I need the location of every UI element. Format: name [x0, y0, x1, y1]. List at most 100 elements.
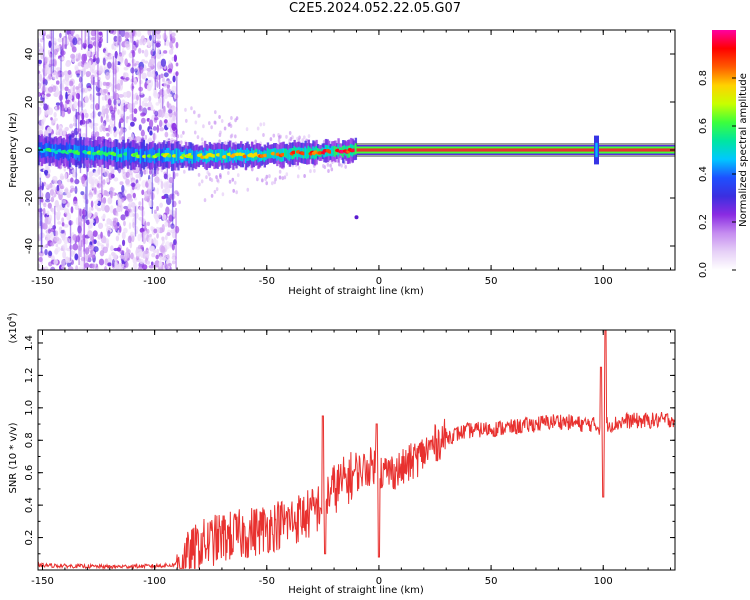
sparse-speck — [184, 107, 187, 112]
noise-speck — [85, 238, 89, 245]
noise-speck — [108, 254, 112, 261]
band-mid — [266, 147, 270, 159]
sparse-speck — [214, 120, 217, 125]
noise-speck — [154, 260, 160, 268]
sparse-speck — [218, 115, 221, 120]
noise-speck — [44, 56, 47, 66]
sparse-speck — [273, 180, 277, 185]
noise-speck — [172, 114, 176, 122]
noise-speck — [39, 45, 44, 54]
noise-speck — [67, 237, 70, 244]
noise-speck — [50, 207, 54, 213]
x-tick-label: -50 — [259, 276, 275, 287]
sparse-speck — [265, 174, 269, 179]
sparse-speck — [194, 120, 198, 125]
noise-speck — [60, 229, 65, 234]
y-tick-label: 0 — [24, 147, 35, 153]
band-mid — [307, 145, 310, 159]
noise-speck — [50, 242, 55, 247]
snr-scale-label: (x104) — [6, 312, 19, 343]
sparse-speck — [218, 139, 221, 144]
noise-speck — [148, 264, 155, 269]
noise-speck — [167, 93, 172, 98]
noise-speck — [64, 86, 69, 92]
noise-speck — [119, 254, 125, 259]
noise-speck — [166, 122, 170, 129]
noise-speck — [122, 72, 126, 79]
x-tick-label: -50 — [259, 576, 275, 587]
noise-speck — [145, 170, 149, 175]
sparse-speck — [269, 137, 273, 142]
noise-speck — [48, 86, 54, 93]
noise-speck — [138, 173, 142, 182]
noise-speck — [124, 40, 130, 48]
noise-speck — [63, 224, 69, 228]
noise-speck — [107, 262, 112, 267]
noise-speck — [103, 265, 108, 270]
noise-speck — [59, 32, 62, 38]
noise-speck — [54, 230, 59, 237]
noise-speck — [45, 198, 51, 203]
noise-speck — [85, 219, 90, 226]
noise-speck — [156, 33, 161, 40]
noise-speck — [91, 254, 95, 259]
noise-speck — [104, 108, 109, 115]
noise-speck — [93, 239, 97, 245]
noise-speck — [91, 68, 95, 74]
noise-speck — [138, 124, 142, 131]
noise-speck — [74, 204, 80, 211]
noise-speck — [150, 104, 154, 112]
y-tick-label: 0.4 — [24, 497, 35, 513]
noise-speck — [62, 199, 66, 204]
noise-speck — [171, 260, 176, 265]
noise-speck — [126, 116, 130, 120]
noise-speck — [140, 244, 144, 250]
noise-speck — [148, 233, 152, 238]
noise-speck — [105, 81, 110, 87]
noise-speck — [144, 49, 149, 58]
noise-speck — [50, 117, 53, 121]
noise-speck — [61, 233, 66, 241]
noise-speck — [153, 209, 157, 214]
noise-speck — [87, 230, 93, 237]
noise-speck — [84, 95, 89, 104]
noise-speck — [120, 78, 123, 86]
noise-speck — [141, 264, 148, 270]
noise-speck — [70, 177, 74, 183]
noise-speck — [130, 37, 133, 43]
noise-speck — [134, 100, 139, 105]
noise-speck — [43, 202, 47, 208]
noise-speck — [146, 221, 150, 227]
noise-speck — [80, 86, 86, 95]
y-tick-label: 0.8 — [24, 432, 35, 448]
band-mid — [141, 148, 144, 162]
x-tick-label: 50 — [485, 576, 498, 587]
band-mid — [332, 145, 336, 156]
noise-speck — [150, 261, 154, 266]
noise-speck — [141, 49, 145, 54]
stable-line-core — [356, 148, 675, 152]
noise-speck — [140, 117, 146, 124]
noise-speck — [149, 58, 155, 67]
noise-speck — [175, 41, 179, 49]
noise-speck — [171, 85, 177, 94]
band-mid — [126, 146, 130, 162]
noise-speck — [133, 108, 138, 114]
x-tick-label: -100 — [143, 276, 166, 287]
sparse-speck — [230, 115, 233, 120]
snr-y-label: SNR (10 * v/v) — [8, 422, 19, 493]
noise-speck — [44, 169, 49, 175]
noise-speck — [94, 211, 98, 217]
noise-speck — [39, 100, 44, 107]
band-mid — [116, 147, 119, 163]
noise-speck — [88, 207, 92, 211]
band-mid — [268, 149, 271, 159]
band-mid — [354, 143, 358, 155]
noise-speck — [161, 195, 166, 200]
noise-speck — [125, 171, 130, 178]
noise-speck — [143, 102, 149, 107]
noise-speck — [90, 112, 94, 117]
noise-speck — [135, 94, 139, 101]
noise-speck — [72, 234, 78, 241]
sparse-speck — [210, 178, 214, 183]
